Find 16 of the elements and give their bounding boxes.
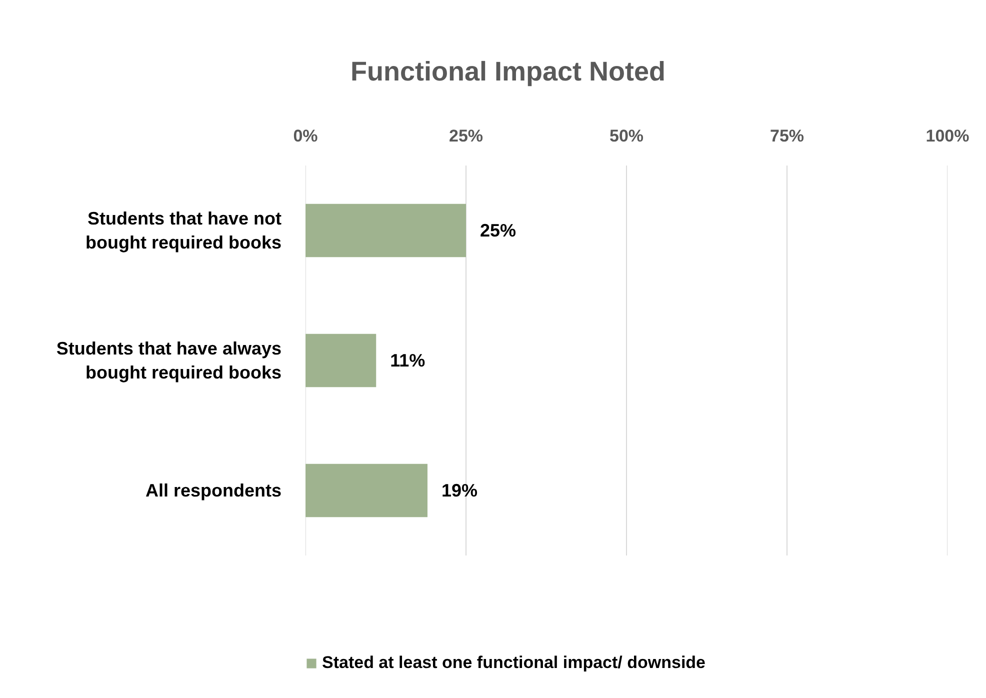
y-tick-label: Students that have not bought required books bbox=[86, 208, 282, 252]
bar bbox=[306, 334, 376, 388]
x-tick-label: 0% bbox=[293, 126, 318, 146]
bar bbox=[306, 204, 466, 258]
x-tick-label: 25% bbox=[448, 126, 484, 146]
chart-title: Functional Impact Noted bbox=[350, 56, 666, 86]
data-label: 25% bbox=[480, 220, 516, 240]
x-tick-label: 100% bbox=[926, 126, 970, 146]
y-tick-label: All respondents bbox=[145, 480, 282, 500]
x-tick-label: 75% bbox=[770, 126, 804, 146]
bar bbox=[306, 464, 428, 518]
data-label: 11% bbox=[390, 350, 426, 370]
legend-label: Stated at least one functional impact/ downside bbox=[322, 653, 706, 673]
x-tick-label: 50% bbox=[609, 126, 644, 146]
data-label: 19% bbox=[441, 480, 478, 500]
y-tick-label: Students that have always bought required books bbox=[56, 338, 282, 382]
